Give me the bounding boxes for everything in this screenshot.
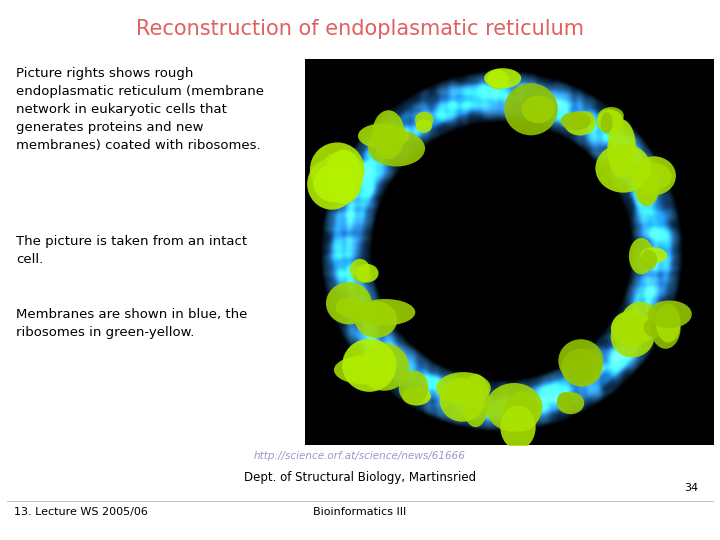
Ellipse shape	[355, 301, 397, 338]
Text: http://science.orf.at/science/news/61666: http://science.orf.at/science/news/61666	[254, 451, 466, 461]
Ellipse shape	[597, 110, 624, 133]
Ellipse shape	[651, 306, 680, 349]
Ellipse shape	[500, 406, 536, 449]
Ellipse shape	[355, 299, 415, 326]
Text: The picture is taken from an intact
cell.: The picture is taken from an intact cell…	[16, 235, 247, 266]
Ellipse shape	[354, 269, 370, 283]
Ellipse shape	[611, 310, 651, 347]
Ellipse shape	[558, 339, 603, 382]
Text: Membranes are shown in blue, the
ribosomes in green-yellow.: Membranes are shown in blue, the ribosom…	[16, 308, 247, 339]
Ellipse shape	[561, 112, 591, 130]
Text: Dept. of Structural Biology, Martinsried: Dept. of Structural Biology, Martinsried	[244, 471, 476, 484]
Ellipse shape	[504, 83, 558, 136]
Ellipse shape	[484, 68, 521, 89]
Ellipse shape	[402, 387, 431, 406]
Ellipse shape	[334, 355, 395, 384]
Ellipse shape	[504, 392, 540, 431]
Ellipse shape	[439, 378, 485, 422]
Ellipse shape	[399, 370, 428, 404]
Ellipse shape	[644, 317, 667, 338]
Ellipse shape	[342, 339, 396, 392]
Ellipse shape	[641, 247, 667, 263]
Text: Picture rights shows rough
endoplasmatic reticulum (membrane
network in eukaryot: Picture rights shows rough endoplasmatic…	[16, 68, 264, 152]
Ellipse shape	[597, 109, 619, 129]
Ellipse shape	[359, 343, 409, 391]
Ellipse shape	[337, 157, 359, 172]
Ellipse shape	[600, 112, 613, 134]
Ellipse shape	[656, 303, 680, 342]
Ellipse shape	[562, 349, 602, 387]
Ellipse shape	[566, 112, 593, 127]
Text: 13. Lecture WS 2005/06: 13. Lecture WS 2005/06	[14, 507, 148, 517]
Ellipse shape	[436, 372, 491, 404]
Ellipse shape	[599, 107, 624, 125]
Ellipse shape	[557, 392, 584, 414]
Ellipse shape	[372, 110, 405, 159]
Ellipse shape	[522, 96, 554, 123]
Ellipse shape	[358, 123, 409, 148]
Ellipse shape	[487, 70, 508, 89]
Ellipse shape	[313, 164, 355, 202]
Ellipse shape	[631, 163, 672, 191]
Ellipse shape	[647, 300, 692, 328]
Ellipse shape	[368, 131, 425, 166]
Ellipse shape	[557, 392, 572, 408]
Ellipse shape	[564, 112, 595, 136]
Ellipse shape	[641, 249, 657, 270]
Ellipse shape	[325, 152, 354, 168]
Ellipse shape	[575, 111, 594, 126]
Ellipse shape	[462, 374, 490, 427]
Ellipse shape	[595, 144, 651, 193]
Ellipse shape	[307, 158, 356, 210]
Ellipse shape	[629, 238, 654, 274]
Ellipse shape	[310, 143, 364, 197]
Ellipse shape	[608, 119, 636, 178]
Text: Reconstruction of endoplasmatic reticulum: Reconstruction of endoplasmatic reticulu…	[136, 19, 584, 39]
Text: 34: 34	[684, 483, 698, 494]
Text: Bioinformatics III: Bioinformatics III	[313, 507, 407, 517]
Ellipse shape	[415, 119, 432, 133]
Ellipse shape	[637, 163, 658, 204]
Ellipse shape	[350, 259, 370, 281]
Ellipse shape	[325, 150, 363, 204]
Ellipse shape	[326, 282, 372, 325]
Ellipse shape	[634, 167, 660, 206]
Ellipse shape	[355, 264, 379, 282]
Ellipse shape	[415, 112, 433, 128]
Ellipse shape	[486, 383, 542, 432]
Ellipse shape	[611, 316, 654, 357]
Ellipse shape	[336, 298, 363, 317]
Ellipse shape	[632, 156, 676, 195]
Ellipse shape	[621, 302, 660, 343]
